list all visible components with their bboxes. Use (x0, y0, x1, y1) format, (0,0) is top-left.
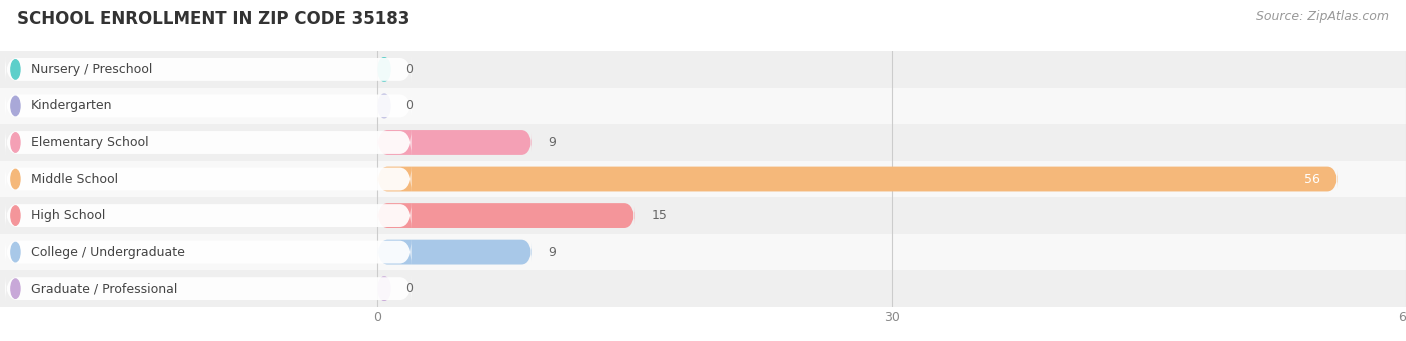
Circle shape (11, 133, 20, 152)
FancyBboxPatch shape (0, 270, 1406, 307)
Text: College / Undergraduate: College / Undergraduate (31, 246, 184, 258)
Circle shape (11, 169, 20, 189)
Text: 9: 9 (548, 136, 557, 149)
FancyBboxPatch shape (377, 130, 531, 155)
FancyBboxPatch shape (0, 124, 1406, 161)
FancyBboxPatch shape (0, 88, 1406, 124)
Circle shape (11, 60, 20, 79)
Text: 15: 15 (651, 209, 668, 222)
Circle shape (11, 279, 20, 298)
FancyBboxPatch shape (377, 57, 391, 82)
FancyBboxPatch shape (377, 167, 1337, 191)
Text: 0: 0 (405, 63, 412, 76)
FancyBboxPatch shape (6, 55, 412, 84)
Text: Elementary School: Elementary School (31, 136, 149, 149)
Text: 9: 9 (548, 246, 557, 258)
Text: Kindergarten: Kindergarten (31, 100, 112, 113)
FancyBboxPatch shape (377, 276, 391, 301)
Text: SCHOOL ENROLLMENT IN ZIP CODE 35183: SCHOOL ENROLLMENT IN ZIP CODE 35183 (17, 10, 409, 28)
FancyBboxPatch shape (377, 203, 634, 228)
FancyBboxPatch shape (0, 161, 1406, 197)
Circle shape (11, 96, 20, 116)
Text: 0: 0 (405, 282, 412, 295)
Text: 56: 56 (1305, 173, 1320, 186)
Text: Source: ZipAtlas.com: Source: ZipAtlas.com (1256, 10, 1389, 23)
FancyBboxPatch shape (0, 51, 1406, 88)
Text: Nursery / Preschool: Nursery / Preschool (31, 63, 152, 76)
FancyBboxPatch shape (6, 275, 412, 303)
Text: 0: 0 (405, 100, 412, 113)
FancyBboxPatch shape (377, 240, 531, 265)
FancyBboxPatch shape (6, 92, 412, 120)
FancyBboxPatch shape (0, 197, 1406, 234)
Circle shape (11, 242, 20, 262)
FancyBboxPatch shape (6, 128, 412, 157)
Circle shape (11, 206, 20, 225)
Text: High School: High School (31, 209, 105, 222)
Text: Graduate / Professional: Graduate / Professional (31, 282, 177, 295)
Text: Middle School: Middle School (31, 173, 118, 186)
FancyBboxPatch shape (377, 93, 391, 118)
FancyBboxPatch shape (6, 165, 412, 193)
FancyBboxPatch shape (6, 238, 412, 266)
FancyBboxPatch shape (0, 234, 1406, 270)
FancyBboxPatch shape (6, 202, 412, 230)
